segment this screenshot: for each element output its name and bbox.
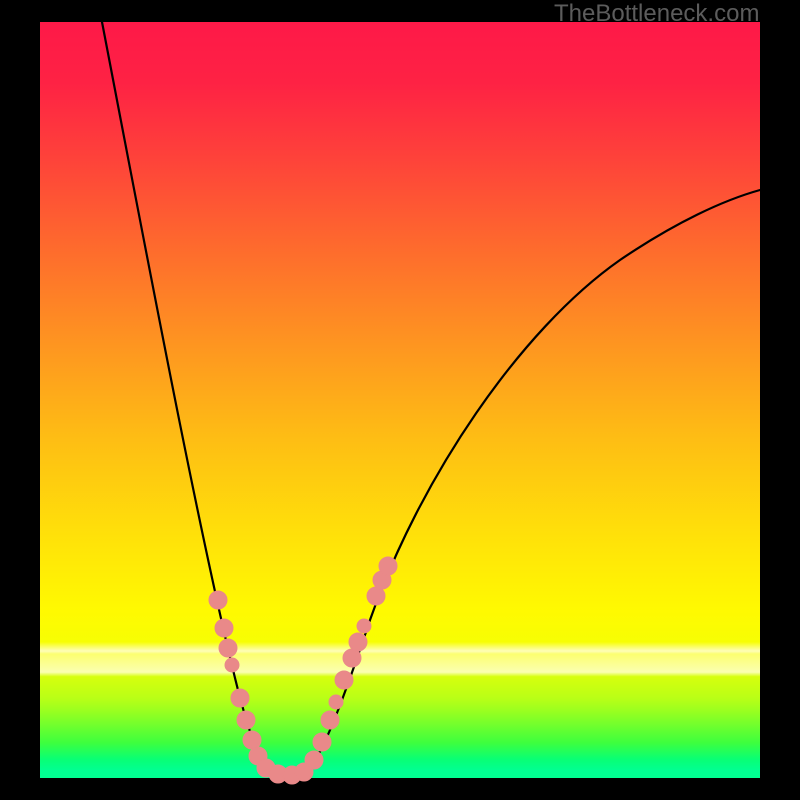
marker-point	[231, 689, 249, 707]
marker-point	[237, 711, 255, 729]
marker-point	[243, 731, 261, 749]
marker-point	[357, 619, 371, 633]
curve-right	[306, 190, 760, 772]
marker-point	[343, 649, 361, 667]
marker-point	[215, 619, 233, 637]
marker-point	[367, 587, 385, 605]
marker-point	[329, 695, 343, 709]
marker-point	[379, 557, 397, 575]
marker-point	[313, 733, 331, 751]
bottleneck-curves	[102, 22, 760, 775]
curve-left	[102, 22, 272, 772]
curve-overlay	[0, 0, 800, 800]
marker-point	[335, 671, 353, 689]
data-markers	[209, 557, 397, 784]
marker-point	[219, 639, 237, 657]
chart-container: TheBottleneck.com	[0, 0, 800, 800]
marker-point	[349, 633, 367, 651]
marker-point	[225, 658, 239, 672]
marker-point	[305, 751, 323, 769]
marker-point	[321, 711, 339, 729]
marker-point	[209, 591, 227, 609]
